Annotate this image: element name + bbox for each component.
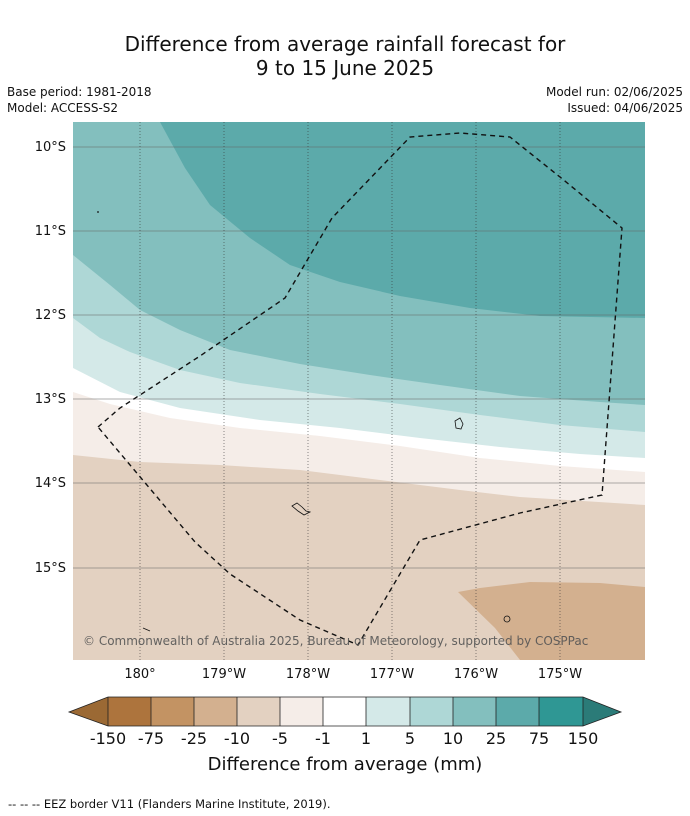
- islands: [97, 211, 511, 632]
- colorbar-tick: -150: [90, 729, 126, 748]
- colorbar-bin: [108, 697, 151, 726]
- issued-date: Issued: 04/06/2025: [567, 101, 683, 115]
- lon-label: 179°W: [202, 667, 246, 682]
- model-run: Model run: 02/06/2025: [545, 85, 683, 99]
- lon-label: 180°: [124, 667, 155, 682]
- base-period: Base period: 1981-2018: [7, 85, 152, 99]
- latitude-labels: 10°S 11°S 12°S 13°S 14°S 15°S: [35, 140, 66, 576]
- lon-label: 178°W: [286, 667, 330, 682]
- title-line-1: Difference from average rainfall forecas…: [124, 32, 566, 56]
- colorbar-bin: [496, 697, 539, 726]
- band-dry-moderate: [458, 582, 645, 660]
- colorbar-tick: -5: [272, 729, 288, 748]
- colorbar-extend-high: [583, 697, 621, 726]
- rainfall-anomaly-field: [73, 122, 645, 660]
- longitude-labels: 180° 179°W 178°W 177°W 176°W 175°W: [124, 667, 582, 682]
- lat-label: 15°S: [35, 561, 66, 576]
- lat-label: 13°S: [35, 392, 66, 407]
- colorbar-tick: -25: [181, 729, 207, 748]
- lon-label: 175°W: [538, 667, 582, 682]
- colorbar-tick: 150: [568, 729, 599, 748]
- colorbar-ticks: -150 -75 -25 -10 -5 -1 1 5 10 25 75 150: [90, 729, 598, 748]
- colorbar-tick: -10: [224, 729, 250, 748]
- island-south: [503, 615, 511, 623]
- lat-label: 11°S: [35, 224, 66, 239]
- copyright-text: © Commonwealth of Australia 2025, Bureau…: [83, 634, 588, 648]
- colorbar-bin: [151, 697, 194, 726]
- title-line-2: 9 to 15 June 2025: [255, 56, 435, 80]
- colorbar-bin: [280, 697, 323, 726]
- eez-border: [97, 132, 623, 646]
- colorbar-tick: 10: [443, 729, 463, 748]
- lon-label: 177°W: [370, 667, 414, 682]
- colorbar-extend-low: [69, 697, 108, 726]
- colorbar-tick: -75: [138, 729, 164, 748]
- islet-north: [97, 211, 99, 213]
- lat-label: 14°S: [35, 476, 66, 491]
- colorbar-label: Difference from average (mm): [208, 754, 483, 775]
- footnote: -- -- -- EEZ border V11 (Flanders Marine…: [8, 797, 331, 811]
- lon-label: 176°W: [454, 667, 498, 682]
- colorbar: [67, 696, 623, 727]
- colorbar-bin: [194, 697, 237, 726]
- colorbar-bin: [237, 697, 280, 726]
- colorbar-bin: [539, 697, 583, 726]
- island-central: [291, 502, 312, 516]
- colorbar-bin: [410, 697, 453, 726]
- island-east: [454, 417, 464, 430]
- colorbar-tick: 1: [361, 729, 371, 748]
- colorbar-bin: [453, 697, 496, 726]
- graticule: [73, 122, 645, 660]
- lat-label: 10°S: [35, 140, 66, 155]
- colorbar-bin: [323, 697, 366, 726]
- colorbar-tick: 25: [486, 729, 506, 748]
- colorbar-bin: [366, 697, 410, 726]
- band-wet-very-strong: [160, 122, 645, 318]
- colorbar-tick: -1: [315, 729, 331, 748]
- lat-label: 12°S: [35, 308, 66, 323]
- model-name: Model: ACCESS-S2: [7, 101, 119, 115]
- colorbar-tick: 75: [529, 729, 549, 748]
- colorbar-tick: 5: [405, 729, 415, 748]
- islet-southwest: [142, 627, 151, 632]
- forecast-map: © Commonwealth of Australia 2025, Bureau…: [35, 122, 645, 775]
